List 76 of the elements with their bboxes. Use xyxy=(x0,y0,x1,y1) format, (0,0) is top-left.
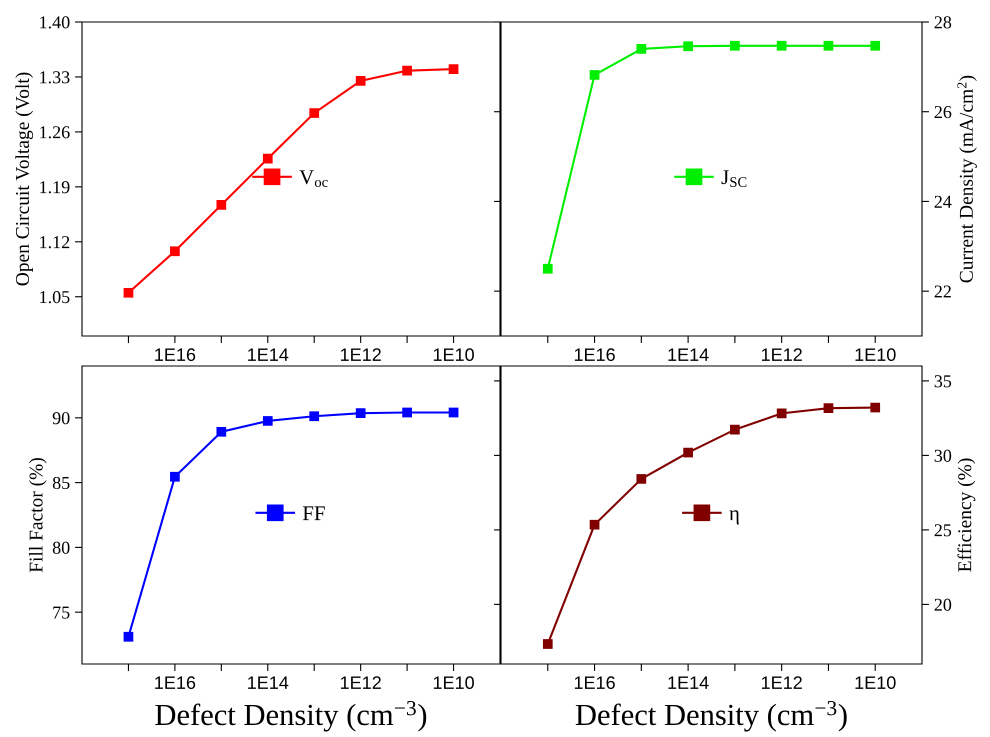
x-tick-label: 1E14 xyxy=(668,348,709,361)
x-tick-label: 1E16 xyxy=(574,676,615,690)
point xyxy=(124,288,134,298)
y-tick-label: 1.12 xyxy=(40,236,70,248)
legend-label: FF xyxy=(302,506,325,520)
point xyxy=(870,40,880,51)
point xyxy=(216,200,226,210)
y-tick-label: 80 xyxy=(52,542,70,554)
point xyxy=(776,408,787,418)
point xyxy=(683,448,693,458)
x-tick-label: 1E14 xyxy=(248,676,288,689)
point xyxy=(170,246,180,256)
point xyxy=(590,520,600,530)
point xyxy=(636,44,646,54)
y-axis-title: Open Circuit Voltage (Volt) xyxy=(15,72,34,286)
point xyxy=(824,403,834,414)
point xyxy=(262,416,273,426)
point xyxy=(170,472,180,482)
x-tick-label: 1E12 xyxy=(340,676,381,689)
point xyxy=(124,632,134,642)
x-axis-title: Defect Density (cm$^{−3}$) xyxy=(576,700,847,732)
y2-tick-label: 22 xyxy=(934,285,951,298)
y2-tick-label: 30 xyxy=(934,450,952,462)
x-tick-label: 1E10 xyxy=(856,676,896,690)
x-tick-label: 1E10 xyxy=(434,676,474,690)
y-tick-label: 85 xyxy=(52,476,70,490)
point xyxy=(730,40,740,51)
point xyxy=(590,70,600,80)
point xyxy=(262,154,273,164)
y2-axis-title: Current Density (mA/cm$^{2}$) xyxy=(957,76,977,282)
point xyxy=(542,639,553,649)
x-axis-title: Defect Density (cm$^{−3}$) xyxy=(155,700,426,732)
point xyxy=(776,40,787,51)
y-axis-title: Fill Factor (%) xyxy=(28,458,47,572)
point xyxy=(216,426,226,437)
point xyxy=(402,408,412,418)
point xyxy=(402,66,412,76)
legend-label: J$_{SC}$ xyxy=(722,170,746,187)
x-tick-label: 1E14 xyxy=(248,348,288,361)
point xyxy=(730,424,740,434)
y2-tick-label: 35 xyxy=(934,375,952,388)
legend-label: η xyxy=(729,510,739,525)
x-tick-label: 1E16 xyxy=(155,676,196,690)
y2-tick-label: 24 xyxy=(934,196,952,208)
x-tick-label: 1E14 xyxy=(668,676,709,689)
y-tick-label: 1.40 xyxy=(40,16,70,29)
y-tick-label: 90 xyxy=(52,412,70,424)
x-tick-label: 1E12 xyxy=(762,348,802,361)
point xyxy=(870,402,880,412)
y2-tick-label: 28 xyxy=(934,16,952,28)
y2-tick-label: 26 xyxy=(934,106,952,118)
y2-tick-label: 20 xyxy=(934,598,952,611)
point xyxy=(356,76,366,86)
y-tick-label: 1.26 xyxy=(40,126,70,138)
y-tick-label: 1.19 xyxy=(40,181,70,194)
x-tick-label: 1E12 xyxy=(340,348,381,361)
x-tick-label: 1E12 xyxy=(762,676,802,689)
point xyxy=(356,408,366,418)
y2-tick-label: 25 xyxy=(934,524,952,536)
y2-axis-title: Efficiency (%) xyxy=(957,458,976,572)
point xyxy=(448,64,458,74)
x-tick-label: 1E10 xyxy=(856,348,896,362)
y-tick-label: 1.05 xyxy=(40,291,70,304)
legend-label: V$_{oc}$ xyxy=(299,170,328,187)
point xyxy=(683,41,693,52)
y-tick-label: 75 xyxy=(53,606,70,619)
point xyxy=(542,264,553,274)
point xyxy=(309,108,320,118)
point xyxy=(309,411,320,422)
x-tick-label: 1E10 xyxy=(434,348,474,362)
x-tick-label: 1E16 xyxy=(155,348,196,362)
point xyxy=(824,40,834,51)
y-tick-label: 1.33 xyxy=(40,71,70,84)
point xyxy=(448,408,458,418)
point xyxy=(636,474,646,484)
x-tick-label: 1E16 xyxy=(574,348,615,362)
